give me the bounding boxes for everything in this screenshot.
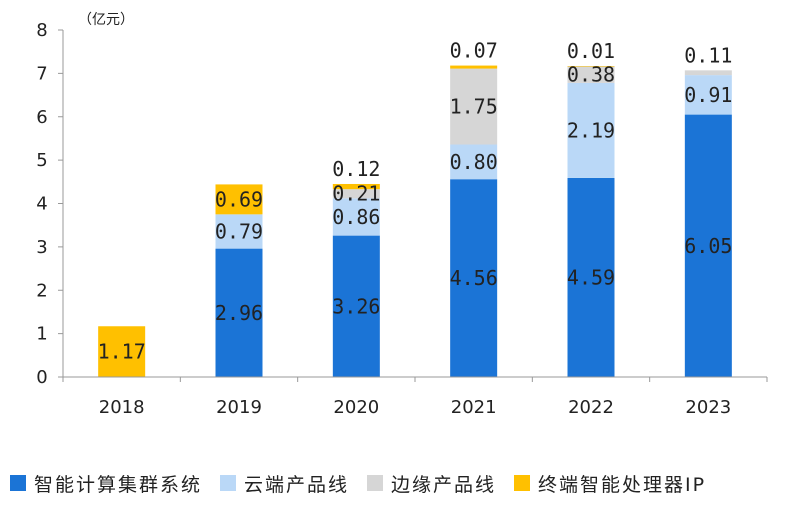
legend-item-cloud: 云端产品线: [220, 470, 349, 497]
bar-segment: [450, 68, 498, 145]
bar-segment: [332, 189, 380, 199]
bar-segment: [567, 82, 615, 178]
data-label: 0.11: [684, 43, 732, 67]
x-tick-label: 2021: [451, 397, 497, 418]
legend-swatch-compute-cluster: [10, 475, 26, 491]
data-label: 3.26: [332, 294, 380, 318]
data-label: 0.12: [332, 157, 380, 181]
bar-segment: [450, 179, 498, 377]
bar-segment: [215, 248, 263, 377]
bar-segment: [215, 214, 263, 249]
legend-swatch-terminal-ip: [514, 475, 531, 491]
legend-item-terminal-ip: 终端智能处理器IP: [514, 470, 706, 497]
bar-segment: [332, 198, 380, 236]
data-label: 0.80: [450, 150, 498, 174]
legend-label-cloud: 云端产品线: [244, 473, 350, 496]
legend-label-terminal-ip: 终端智能处理器IP: [538, 473, 707, 496]
legend-swatch-cloud: [220, 475, 237, 491]
bar-segment: [684, 114, 732, 378]
y-tick-label: 0: [36, 367, 47, 388]
data-label: 6.05: [684, 234, 732, 258]
legend-swatch-edge: [367, 475, 384, 491]
data-label: 2.96: [215, 301, 263, 325]
legend: 智能计算集群系统 云端产品线 边缘产品线 终端智能处理器IP: [0, 468, 796, 498]
y-tick-label: 7: [36, 63, 47, 84]
bar-segment: [215, 184, 263, 215]
data-label: 4.59: [567, 265, 615, 289]
bar-segment: [332, 235, 380, 377]
bar-segment: [450, 65, 498, 69]
y-tick-label: 1: [36, 324, 47, 345]
y-tick-label: 4: [36, 194, 47, 215]
x-tick-label: 2022: [568, 397, 614, 418]
data-label: 0.91: [684, 83, 732, 107]
bar-segment: [567, 177, 615, 377]
stacked-bar-chart: （亿元） 1.17 2.96 0.79 0.69 3.26 0.860.210.12 4.5…: [36, 12, 768, 418]
data-label: 0.07: [450, 39, 498, 63]
bar-segment: [567, 66, 615, 67]
x-tick-label: 2023: [685, 397, 731, 418]
data-label: 0.21: [332, 182, 380, 206]
x-tick-label: 2019: [216, 397, 262, 418]
y-tick-label: 5: [36, 150, 47, 171]
y-tick-label: 6: [36, 107, 47, 128]
y-tick-label: 8: [36, 20, 47, 41]
legend-label-compute-cluster: 智能计算集群系统: [34, 473, 203, 496]
bar-segment: [567, 66, 615, 83]
bar-segment: [98, 326, 146, 377]
legend-label-edge: 边缘产品线: [391, 473, 497, 496]
bar-segment: [684, 70, 732, 76]
data-label: 2.19: [567, 118, 615, 142]
x-tick-label: 2020: [333, 397, 379, 418]
bar-segment: [332, 183, 380, 190]
data-label: 0.69: [215, 187, 263, 211]
data-label: 0.79: [215, 219, 263, 243]
data-label: 0.86: [332, 205, 380, 229]
legend-item-compute-cluster: 智能计算集群系统: [10, 470, 202, 497]
y-axis-unit-label: （亿元）: [78, 12, 134, 28]
x-tick-label: 2018: [99, 397, 145, 418]
data-label: 1.17: [98, 340, 146, 364]
legend-item-edge: 边缘产品线: [367, 470, 496, 497]
data-label: 1.75: [450, 95, 498, 119]
bar-segment: [684, 75, 732, 115]
data-label: 0.38: [567, 63, 615, 87]
y-tick-label: 3: [36, 237, 47, 258]
bar-segment: [450, 144, 498, 180]
y-tick-label: 2: [36, 280, 47, 301]
data-label: 4.56: [450, 266, 498, 290]
data-label: 0.01: [567, 39, 615, 63]
